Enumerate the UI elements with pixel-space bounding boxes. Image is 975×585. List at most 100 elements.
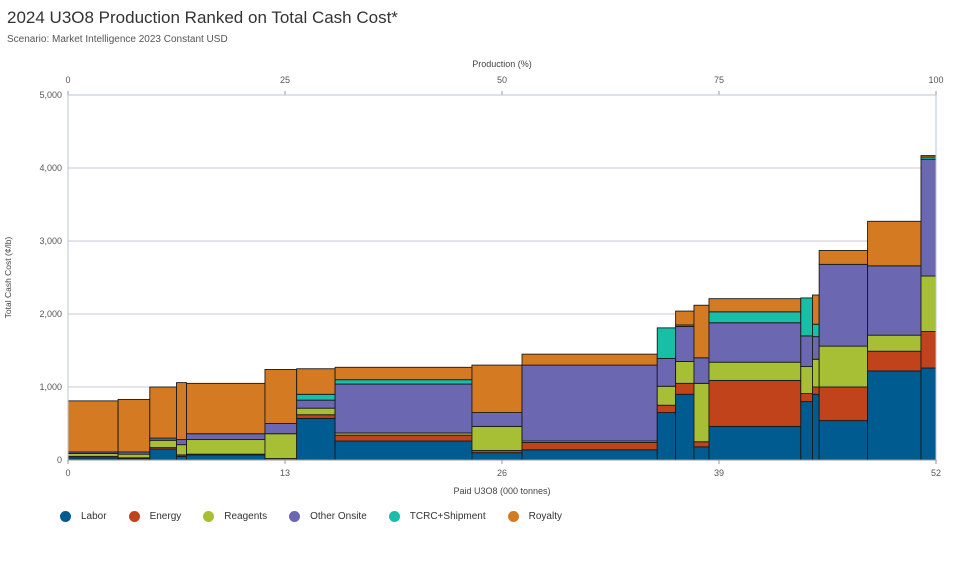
bar-16-energy-segment [812, 386, 820, 395]
y-tick-label: 3,000 [39, 236, 62, 246]
bar-6-royalty-segment [264, 369, 298, 424]
bar-10-other-onsite-segment [521, 364, 658, 442]
bar-19-reagents-segment [920, 275, 937, 332]
bar-7-other-onsite-segment [296, 399, 336, 409]
bar-16-tcrc-shipment-segment [812, 323, 820, 338]
bar-19-royalty-segment [920, 155, 937, 158]
bar-10-energy-segment [521, 442, 658, 451]
bar-7-labor-segment [296, 417, 336, 461]
legend-item-labor[interactable]: Labor [60, 511, 107, 522]
bar-18-other-onsite-segment [867, 265, 922, 336]
bar-12-other-onsite-segment [675, 325, 695, 362]
bar-19-energy-segment [920, 331, 937, 369]
bar-9-other-onsite-segment [471, 412, 523, 427]
legend-item-reagents[interactable]: Reagents [203, 511, 267, 522]
legend-swatch [128, 511, 140, 522]
bar-14-reagents-segment [708, 361, 802, 381]
bar-10-labor-segment [521, 449, 658, 461]
x-tick-label: 26 [497, 468, 507, 478]
bar-9-royalty-segment [471, 364, 523, 414]
bar-4-labor-segment [176, 455, 187, 461]
bar-18-reagents-segment [867, 334, 922, 352]
bar-17-labor-segment [818, 420, 869, 461]
bar-15-other-onsite-segment [800, 335, 813, 368]
bar-17-reagents-segment [818, 345, 869, 388]
bar-18-royalty-segment [867, 220, 922, 267]
bar-5-labor-segment [186, 454, 266, 461]
bar-7-energy-segment [296, 414, 336, 419]
legend-swatch [60, 511, 71, 522]
bar-12-energy-segment [675, 382, 695, 395]
legend-label: Labor [81, 511, 107, 522]
bar-17-other-onsite-segment [818, 263, 869, 347]
bar-5-reagents-segment [186, 439, 266, 455]
bar-16-reagents-segment [812, 358, 820, 388]
bar-8-labor-segment [334, 440, 473, 461]
legend-label: Energy [149, 511, 182, 522]
legend-swatch [289, 511, 301, 522]
bar-3-reagents-segment [149, 439, 177, 449]
y-tick-label: 0 [57, 455, 62, 465]
chart-subtitle: Scenario: Market Intelligence 2023 Const… [7, 34, 228, 45]
bar-15-energy-segment [800, 393, 813, 403]
bar-2-reagents-segment [117, 453, 151, 459]
bar-13-other-onsite-segment [693, 357, 710, 384]
legend-label: Other Onsite [310, 511, 367, 522]
y-axis-title: Total Cash Cost (¢/lb) [3, 236, 13, 318]
bar-4-other-onsite-segment [176, 439, 187, 446]
x2-tick-label: 100 [928, 75, 943, 85]
bar-16-labor-segment [812, 393, 820, 461]
bar-11-reagents-segment [656, 385, 677, 406]
bar-11-energy-segment [656, 404, 677, 414]
legend-label: Reagents [224, 511, 268, 522]
bar-8-royalty-segment [334, 366, 473, 381]
bar-11-tcrc-shipment-segment [656, 327, 677, 359]
bar-8-energy-segment [334, 434, 473, 442]
bar-1-royalty-segment [67, 400, 119, 453]
bar-12-labor-segment [675, 393, 695, 461]
legend-item-other-onsite[interactable]: Other Onsite [289, 511, 367, 522]
bar-14-tcrc-shipment-segment [708, 311, 802, 324]
bar-12-reagents-segment [675, 361, 695, 384]
legend-swatch [203, 511, 215, 522]
x2-tick-label: 25 [280, 75, 290, 85]
legend-swatch [388, 511, 400, 522]
bar-7-reagents-segment [296, 407, 336, 416]
legend-item-tcrc-shipment[interactable]: TCRC+Shipment [388, 511, 486, 522]
bar-13-energy-segment [693, 441, 710, 448]
legend-item-energy[interactable]: Energy [128, 511, 182, 522]
x2-tick-label: 0 [65, 75, 70, 85]
bar-18-energy-segment [867, 350, 922, 372]
bar-4-reagents-segment [176, 444, 187, 456]
bar-14-labor-segment [708, 425, 802, 461]
legend-label: TCRC+Shipment [409, 511, 486, 522]
bar-8-other-onsite-segment [334, 383, 473, 434]
bar-11-labor-segment [656, 412, 677, 461]
chart-legend: Labor Energy Reagents Other Onsite TCRC+Ship… [60, 511, 584, 522]
bar-4-royalty-segment [176, 382, 187, 441]
y-tick-label: 1,000 [39, 382, 62, 392]
legend-swatch [507, 511, 519, 522]
x2-axis-title: Production (%) [472, 59, 532, 69]
bar-7-tcrc-shipment-segment [296, 393, 336, 401]
bar-15-tcrc-shipment-segment [800, 297, 813, 337]
bar-5-royalty-segment [186, 382, 266, 435]
legend-label: Royalty [528, 511, 562, 522]
x2-tick-label: 50 [497, 75, 507, 85]
bar-9-reagents-segment [471, 425, 523, 451]
y-tick-label: 5,000 [39, 90, 62, 100]
bar-15-labor-segment [800, 401, 813, 461]
bar-12-royalty-segment [675, 310, 695, 326]
bar-14-other-onsite-segment [708, 322, 802, 363]
bar-10-royalty-segment [521, 353, 658, 366]
bar-13-reagents-segment [693, 382, 710, 443]
bar-17-royalty-segment [818, 250, 869, 265]
legend-item-royalty[interactable]: Royalty [507, 511, 562, 522]
bar-3-labor-segment [149, 448, 177, 461]
x-tick-label: 52 [931, 468, 941, 478]
y-tick-label: 4,000 [39, 163, 62, 173]
y-tick-label: 2,000 [39, 309, 62, 319]
bar-7-royalty-segment [296, 368, 336, 395]
bar-6-other-onsite-segment [264, 423, 298, 435]
